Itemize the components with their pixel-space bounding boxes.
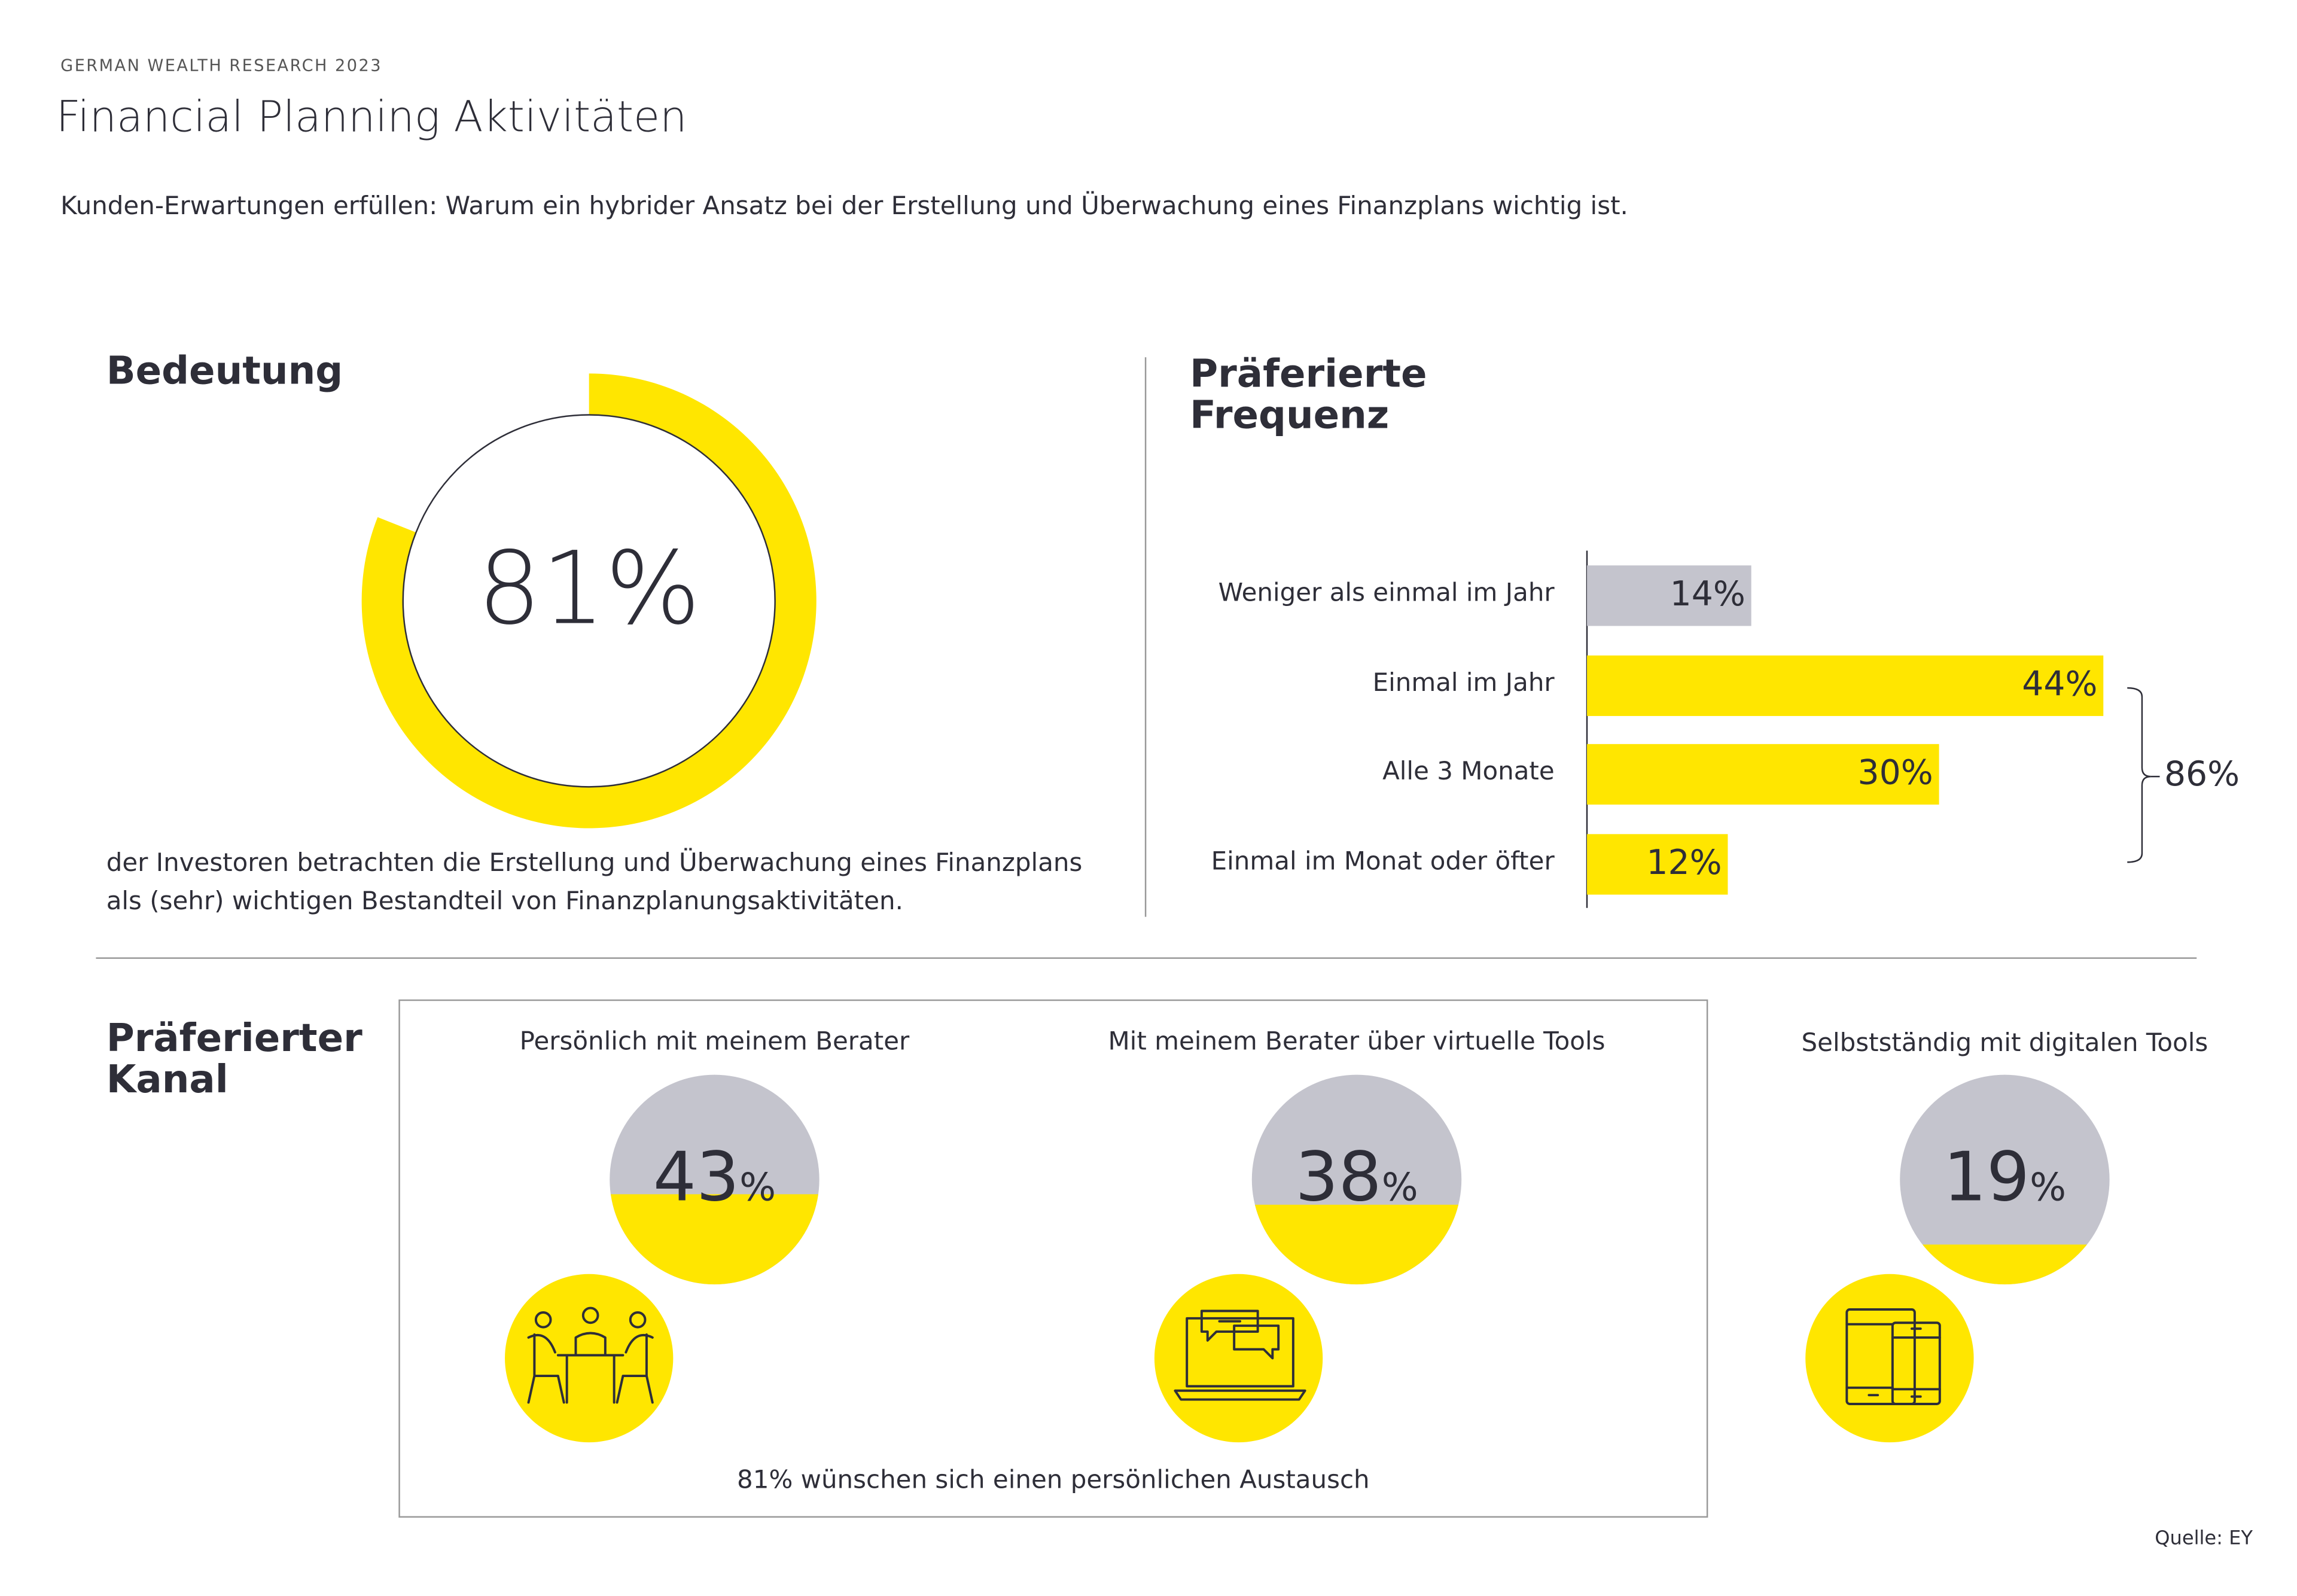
donut-value-label: 81% [477, 531, 701, 648]
value-number: 38 [1295, 1137, 1382, 1217]
channel-heading: Präferierter Kanal [106, 1019, 362, 1101]
device-details [1845, 1323, 1941, 1398]
value-unit: % [2030, 1166, 2067, 1211]
donut-inner-circle [402, 414, 776, 788]
description-line-2: als (sehr) wichtigen Bestandteil von Fin… [106, 887, 903, 917]
circle-background [1900, 1074, 2110, 1285]
frequency-heading: Präferierte Frequenz [1190, 354, 1427, 437]
bar-data-label: 30% [1857, 754, 1933, 793]
bar-category-label: Einmal im Monat oder öfter [1211, 847, 1555, 877]
frequency-heading-line-2: Frequenz [1190, 394, 1390, 438]
bar-data-label: 14% [1670, 575, 1745, 614]
channel-label-3: Selbstständig mit digitalen Tools [1801, 1029, 2208, 1059]
bracket [2127, 687, 2151, 863]
bar-4 [1586, 834, 1728, 895]
laptop-details [1174, 1309, 1306, 1401]
channel-circle-2 [1251, 1074, 1462, 1285]
channel-label-1: Persönlich mit meinem Berater [519, 1027, 910, 1058]
eyebrow: GERMAN WEALTH RESEARCH 2023 [60, 56, 382, 75]
bar-2 [1586, 655, 2104, 716]
person-head [534, 1311, 552, 1329]
source: Quelle: EY [2155, 1528, 2253, 1551]
page-title: Financial Planning Aktivitäten [56, 92, 687, 142]
channel-value-3: 19% [1887, 1137, 2123, 1216]
laptop-screen [1186, 1317, 1294, 1388]
tablet-phone-icon [1845, 1308, 1941, 1405]
circle-fill-level [1900, 1244, 2110, 1285]
meeting-people-icon [527, 1306, 654, 1404]
value-number: 43 [653, 1137, 740, 1217]
value-unit: % [1381, 1166, 1418, 1211]
box-note: 81% wünschen sich einen persönlichen Aus… [737, 1466, 1370, 1496]
circle-fill-level [1251, 1204, 1462, 1285]
bracket-total-label: 86% [2164, 756, 2240, 794]
bar-category-label: Alle 3 Monate [1382, 757, 1555, 787]
bar-category-label: Einmal im Jahr [1372, 668, 1555, 699]
value-unit: % [739, 1166, 776, 1211]
icon-circle [505, 1274, 674, 1443]
bar-3 [1586, 744, 1939, 805]
value-number: 19 [1943, 1137, 2030, 1217]
tablet [1845, 1308, 1916, 1405]
meeting-lines [527, 1332, 654, 1404]
importance-description: der Investoren betrachten die Erstellung… [106, 845, 1140, 921]
laptop-chat-icon [1174, 1309, 1306, 1401]
importance-heading: Bedeutung [106, 349, 343, 394]
channel-box [398, 999, 1708, 1518]
person-head [581, 1306, 599, 1324]
channel-value-1: 43% [596, 1137, 833, 1216]
bar-1 [1586, 565, 1751, 626]
bar-data-label: 12% [1646, 844, 1722, 883]
channel-label-2: Mit meinem Berater über virtuelle Tools [1108, 1027, 1606, 1058]
description-line-1: der Investoren betrachten die Erstellung… [106, 849, 1083, 879]
bar-data-label: 44% [2022, 666, 2098, 705]
channel-heading-line-2: Kanal [106, 1058, 229, 1103]
channel-heading-line-1: Präferierter [106, 1017, 362, 1062]
bar-category-label: Weniger als einmal im Jahr [1218, 578, 1555, 608]
person-head [629, 1311, 647, 1329]
icon-circle [1805, 1274, 1974, 1443]
frequency-heading-line-1: Präferierte [1190, 352, 1427, 397]
channel-value-2: 38% [1239, 1137, 1475, 1216]
subtitle: Kunden-Erwartungen erfüllen: Warum ein h… [60, 191, 1628, 222]
icon-circle [1154, 1274, 1323, 1443]
phone [1891, 1321, 1941, 1405]
